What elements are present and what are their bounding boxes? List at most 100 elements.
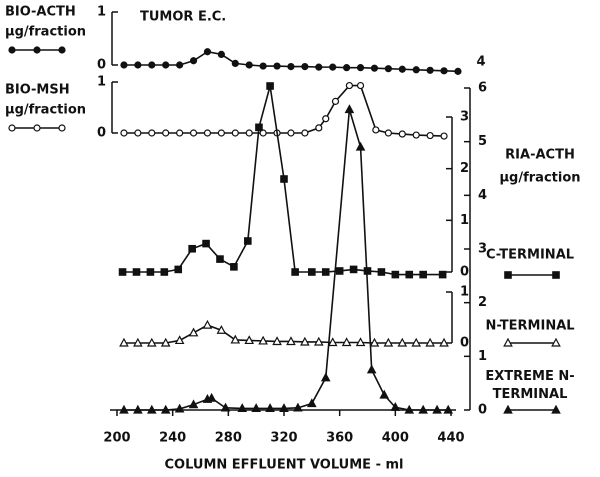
data-point: [426, 66, 434, 74]
series-line: [123, 324, 445, 344]
data-point: [355, 337, 366, 347]
data-point: [217, 129, 225, 137]
y2-axis-label: µg/fraction: [499, 171, 580, 186]
legend-marker: [504, 271, 512, 279]
data-point: [286, 336, 296, 346]
data-point: [162, 61, 170, 69]
y-tick-label: 2: [460, 161, 469, 176]
y-tick-label: 5: [478, 134, 487, 149]
data-point: [308, 268, 316, 276]
data-point: [411, 337, 422, 347]
data-point: [231, 129, 239, 137]
data-point: [398, 65, 406, 73]
data-point: [331, 97, 340, 105]
data-point: [120, 129, 128, 137]
chart-title: TUMOR E.C.: [140, 10, 226, 25]
legend-label: C-TERMINAL: [486, 248, 574, 263]
data-point: [349, 265, 358, 274]
data-point: [216, 324, 227, 334]
data-point: [231, 59, 239, 68]
data-point: [265, 403, 275, 412]
data-point: [160, 404, 171, 414]
y-tick-label: 4: [478, 188, 487, 203]
data-point: [266, 82, 274, 90]
data-point: [438, 270, 447, 279]
x-tick-label: 400: [382, 431, 409, 446]
data-point: [287, 129, 295, 137]
data-point: [412, 131, 420, 139]
data-point: [418, 404, 428, 414]
data-point: [321, 268, 330, 276]
data-point: [146, 337, 157, 347]
data-point: [202, 239, 210, 248]
data-point: [356, 81, 365, 90]
data-point: [259, 129, 267, 137]
data-point: [440, 132, 448, 140]
legend-marker: [551, 404, 561, 414]
data-point: [404, 404, 415, 414]
data-point: [258, 335, 268, 345]
data-point: [341, 337, 352, 347]
data-point: [188, 327, 199, 337]
data-point: [329, 63, 337, 71]
data-point: [206, 392, 217, 402]
x-tick-label: 360: [326, 431, 353, 446]
data-point: [307, 398, 317, 408]
data-point: [174, 335, 185, 345]
data-point: [397, 337, 408, 347]
data-point: [146, 404, 157, 414]
data-point: [425, 337, 435, 347]
data-point: [189, 129, 198, 137]
data-point: [237, 403, 248, 412]
data-point: [343, 64, 351, 72]
data-point: [356, 64, 365, 72]
data-point: [119, 404, 129, 414]
data-point: [244, 335, 255, 345]
data-point: [217, 50, 225, 59]
data-point: [315, 124, 323, 132]
data-point: [148, 129, 156, 137]
data-point: [162, 129, 170, 137]
data-point: [118, 268, 127, 276]
y-tick-label: 2: [478, 295, 487, 310]
data-point: [398, 130, 406, 138]
legend-unit: µg/fraction: [5, 25, 86, 40]
data-point: [273, 62, 281, 70]
y-tick-label: 0: [460, 336, 469, 351]
legend-marker: [33, 46, 41, 54]
data-point: [259, 62, 267, 70]
legend-marker: [503, 404, 513, 414]
y-tick-label: 0: [97, 126, 106, 141]
legend-label: BIO-MSH: [5, 83, 70, 98]
legend-marker: [8, 46, 16, 54]
data-point: [279, 403, 289, 412]
data-point: [146, 268, 155, 276]
data-point: [216, 255, 224, 263]
data-point: [320, 372, 331, 382]
data-point: [412, 66, 420, 74]
data-point: [174, 265, 183, 274]
data-point: [345, 81, 354, 90]
data-point: [301, 62, 309, 71]
data-point: [203, 129, 212, 137]
y2-axis-label: RIA-ACTH: [505, 148, 575, 163]
legend-unit: µg/fraction: [5, 103, 86, 118]
y-tick-label: 1: [460, 285, 469, 300]
data-point: [322, 115, 330, 123]
data-point: [120, 61, 128, 69]
x-tick-label: 280: [215, 431, 242, 446]
data-point: [293, 402, 303, 412]
data-point: [272, 336, 282, 346]
y-tick-label: 1: [478, 349, 487, 364]
data-point: [188, 244, 196, 253]
data-point: [188, 399, 199, 409]
x-tick-label: 320: [270, 431, 297, 446]
x-tick-label: 240: [159, 431, 186, 446]
data-point: [148, 61, 156, 69]
data-point: [443, 404, 454, 414]
y-tick-label: 3: [478, 242, 487, 257]
legend-label: N-TERMINAL: [485, 319, 574, 334]
data-point: [379, 389, 390, 399]
data-point: [370, 64, 379, 72]
data-point: [300, 336, 310, 346]
